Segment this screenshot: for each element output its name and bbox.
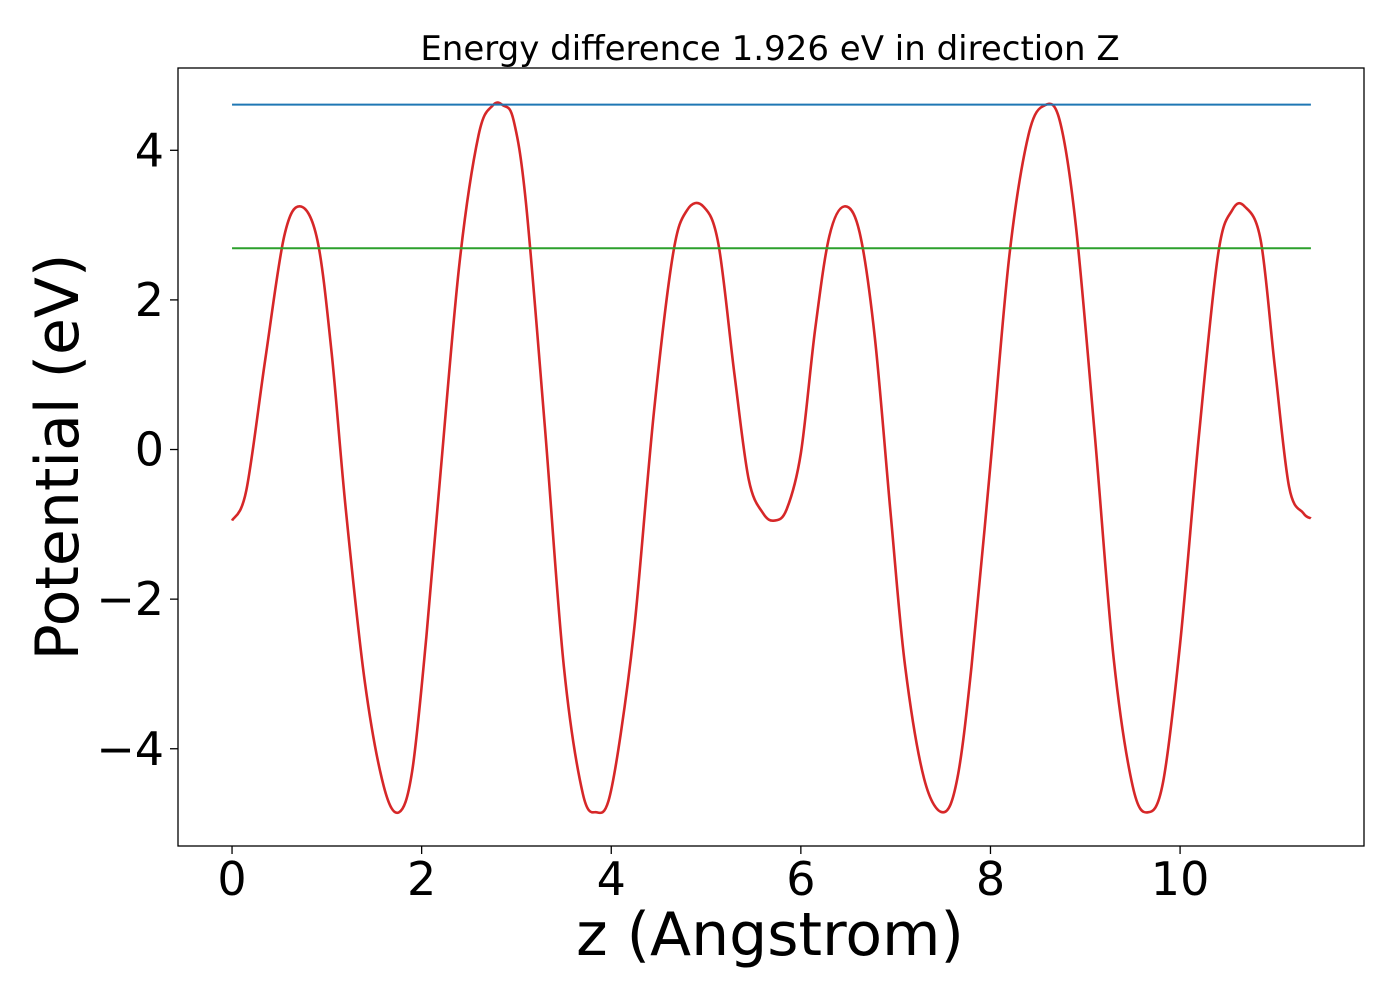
x-tick-label: 2 bbox=[407, 852, 436, 906]
x-tick-label: 8 bbox=[976, 852, 1005, 906]
y-axis-label: Potential (eV) bbox=[23, 254, 93, 661]
y-axis: −4 −2 0 2 4 bbox=[96, 123, 178, 776]
x-tick-label: 6 bbox=[786, 852, 815, 906]
plot-area-frame bbox=[177, 67, 1365, 847]
x-tick-label: 10 bbox=[1151, 852, 1210, 906]
y-tick-label: 0 bbox=[135, 423, 164, 477]
y-tick-label: 2 bbox=[135, 273, 164, 327]
series-line-0 bbox=[230, 101, 1312, 815]
y-tick-label: 4 bbox=[135, 123, 164, 177]
y-tick-label: −2 bbox=[96, 572, 164, 626]
chart-title: Energy difference 1.926 eV in direction … bbox=[420, 29, 1119, 69]
x-axis: 0 2 4 6 8 10 bbox=[217, 846, 1209, 906]
x-axis-label: z (Angstrom) bbox=[576, 900, 964, 970]
x-tick-label: 0 bbox=[217, 852, 246, 906]
x-tick-label: 4 bbox=[597, 852, 626, 906]
y-tick-label: −4 bbox=[96, 722, 164, 776]
series-layer bbox=[230, 101, 1312, 815]
